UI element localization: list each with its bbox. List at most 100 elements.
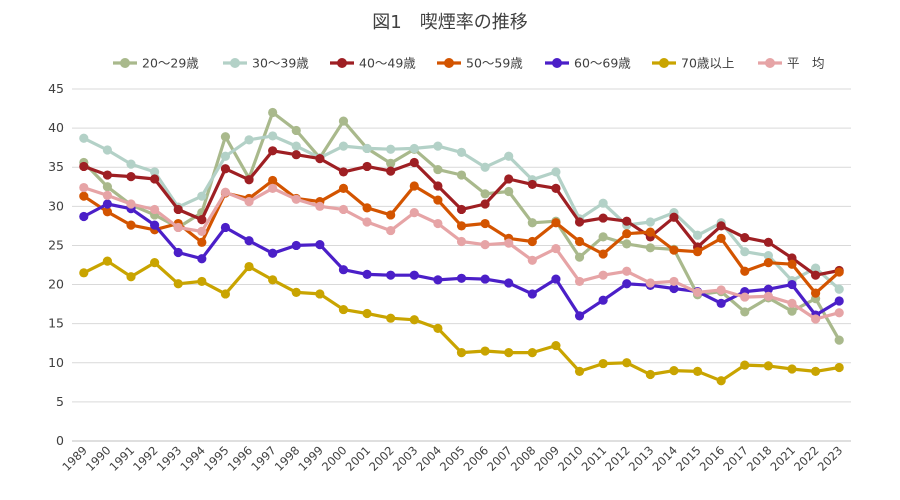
data-point <box>598 270 608 280</box>
data-point <box>386 313 396 323</box>
y-tick-label: 10 <box>48 355 64 370</box>
x-tick-label: 2018 <box>744 443 775 474</box>
data-point <box>622 266 632 276</box>
legend-label: 40～49歳 <box>359 56 416 71</box>
data-point <box>386 225 396 236</box>
data-point <box>386 270 396 280</box>
data-point <box>574 236 585 247</box>
data-point <box>669 276 679 287</box>
data-point <box>102 199 113 209</box>
data-point <box>527 218 537 228</box>
x-tick-label: 1998 <box>272 443 303 474</box>
data-point <box>527 289 537 299</box>
data-point <box>386 144 396 154</box>
data-point <box>480 346 490 356</box>
data-point <box>716 298 726 308</box>
data-point <box>551 167 561 177</box>
legend-label: 70歳以上 <box>681 56 734 71</box>
data-point <box>834 267 844 277</box>
data-point <box>527 179 537 190</box>
data-point <box>456 273 467 283</box>
data-point <box>480 189 490 199</box>
data-point <box>433 323 443 333</box>
legend-label: 60～69歳 <box>574 56 631 71</box>
data-point <box>409 181 419 191</box>
x-tick-label: 2010 <box>555 443 586 474</box>
x-tick-label: 2009 <box>531 443 562 474</box>
data-point <box>504 186 514 197</box>
x-tick-label: 2002 <box>366 443 397 474</box>
series-lines <box>79 107 844 386</box>
data-point <box>692 247 703 257</box>
data-point <box>787 298 797 308</box>
y-tick-label: 5 <box>56 394 64 409</box>
data-point <box>291 150 301 160</box>
data-point <box>150 258 160 268</box>
data-point <box>787 259 797 269</box>
x-tick-label: 2016 <box>697 443 728 474</box>
data-point <box>362 161 372 172</box>
data-point <box>433 195 443 205</box>
data-point <box>244 175 254 185</box>
data-point <box>291 125 301 136</box>
data-point <box>150 204 160 215</box>
data-point <box>504 348 514 358</box>
data-point <box>716 376 726 386</box>
data-point <box>409 143 419 154</box>
data-point <box>834 296 844 306</box>
data-point <box>197 226 207 236</box>
data-point <box>551 243 561 254</box>
data-point <box>527 236 537 247</box>
data-point <box>433 218 443 229</box>
data-point <box>79 191 89 201</box>
data-point <box>740 247 750 257</box>
data-point <box>102 145 113 155</box>
data-point <box>622 358 632 368</box>
data-point <box>740 360 750 370</box>
data-point <box>527 348 537 358</box>
data-point <box>338 167 349 177</box>
x-tick-label: 1994 <box>177 443 208 474</box>
data-point <box>79 182 89 193</box>
data-point <box>244 261 254 272</box>
data-point <box>645 227 655 237</box>
data-point <box>456 236 467 247</box>
data-point <box>173 204 183 215</box>
data-point <box>456 221 467 231</box>
series-group <box>79 182 844 324</box>
data-point <box>504 238 514 248</box>
legend-swatch-marker <box>659 58 669 68</box>
x-tick-label: 1999 <box>295 443 326 474</box>
data-point <box>480 274 490 284</box>
x-tick-label: 2013 <box>626 443 657 474</box>
data-point <box>692 366 703 376</box>
data-point <box>480 218 490 229</box>
data-point <box>102 190 113 200</box>
data-point <box>291 287 301 297</box>
data-point <box>244 135 254 145</box>
data-point <box>220 289 231 299</box>
data-point <box>834 335 844 345</box>
data-point <box>504 278 514 288</box>
data-point <box>150 174 160 184</box>
data-point <box>197 191 207 201</box>
data-point <box>787 306 797 316</box>
data-point <box>102 182 113 192</box>
data-point <box>456 170 467 180</box>
data-point <box>834 284 844 294</box>
data-point <box>338 141 349 151</box>
legend-item: 20～29歳 <box>113 56 199 71</box>
y-tick-label: 0 <box>56 433 64 448</box>
data-point <box>315 240 325 250</box>
data-point <box>598 232 608 242</box>
legend-item: 40～49歳 <box>330 56 416 71</box>
data-point <box>315 154 325 164</box>
data-point <box>645 369 655 380</box>
data-point <box>574 252 585 262</box>
data-point <box>409 207 419 218</box>
data-point <box>622 279 632 289</box>
data-point <box>763 258 773 268</box>
data-point <box>740 233 750 243</box>
x-axis-ticks: 1989199019911992199319941995199619971998… <box>59 443 845 474</box>
data-point <box>551 274 561 284</box>
